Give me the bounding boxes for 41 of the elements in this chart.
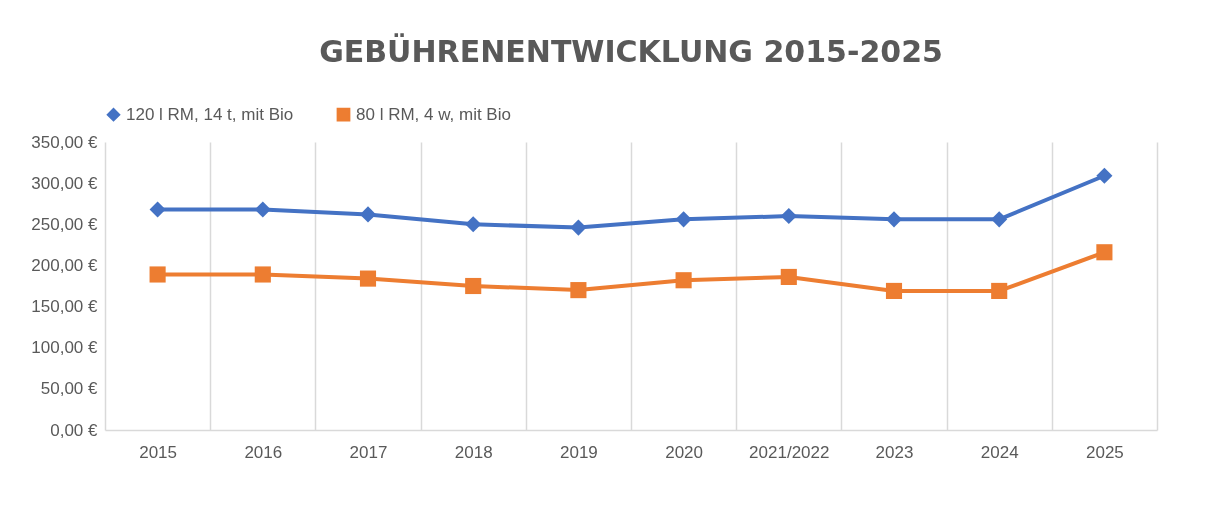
point — [254, 201, 271, 218]
x-tick-label: 2016 — [244, 442, 283, 462]
point — [570, 219, 587, 236]
chart-title: GEBÜHRENENTWICKLUNG 2015-2025 — [319, 33, 943, 69]
y-tick-label: 300,00 € — [31, 173, 99, 193]
point — [359, 206, 377, 223]
point — [1096, 244, 1113, 261]
legend-label: 80 l RM, 4 w, mit Bio — [356, 104, 511, 124]
x-tick-label: 2018 — [454, 442, 493, 462]
point — [465, 277, 482, 295]
point — [254, 266, 271, 283]
y-tick-label: 200,00 € — [31, 255, 99, 275]
point — [675, 272, 692, 289]
x-tick-label: 2017 — [349, 442, 388, 462]
point — [991, 211, 1008, 228]
y-tick-label: 100,00 € — [31, 338, 99, 358]
y-tick-label: 50,00 € — [40, 379, 99, 399]
point — [570, 282, 587, 299]
legend-label: 120 l RM, 14 t, mit Bio — [126, 104, 294, 124]
x-tick-label: 2025 — [1085, 442, 1124, 462]
point — [885, 211, 903, 228]
point — [780, 208, 797, 225]
x-tick-label: 2015 — [139, 442, 178, 462]
point — [149, 201, 166, 218]
point — [885, 282, 903, 299]
point — [149, 266, 166, 283]
x-tick-label: 2024 — [980, 442, 1019, 462]
point — [991, 282, 1008, 299]
y-tick-label: 250,00 € — [31, 214, 99, 234]
point — [780, 268, 797, 286]
y-tick-label: 350,00 € — [31, 132, 99, 152]
x-tick-label: 2021/2022 — [749, 442, 830, 462]
point — [359, 270, 377, 287]
point — [1096, 167, 1113, 184]
x-tick-label: 2020 — [665, 442, 704, 462]
y-tick-label: 0,00 € — [50, 420, 99, 440]
point — [465, 216, 482, 233]
y-tick-label: 150,00 € — [31, 297, 99, 317]
x-tick-label: 2019 — [559, 442, 598, 462]
point — [675, 211, 692, 228]
x-tick-label: 2023 — [875, 442, 914, 462]
